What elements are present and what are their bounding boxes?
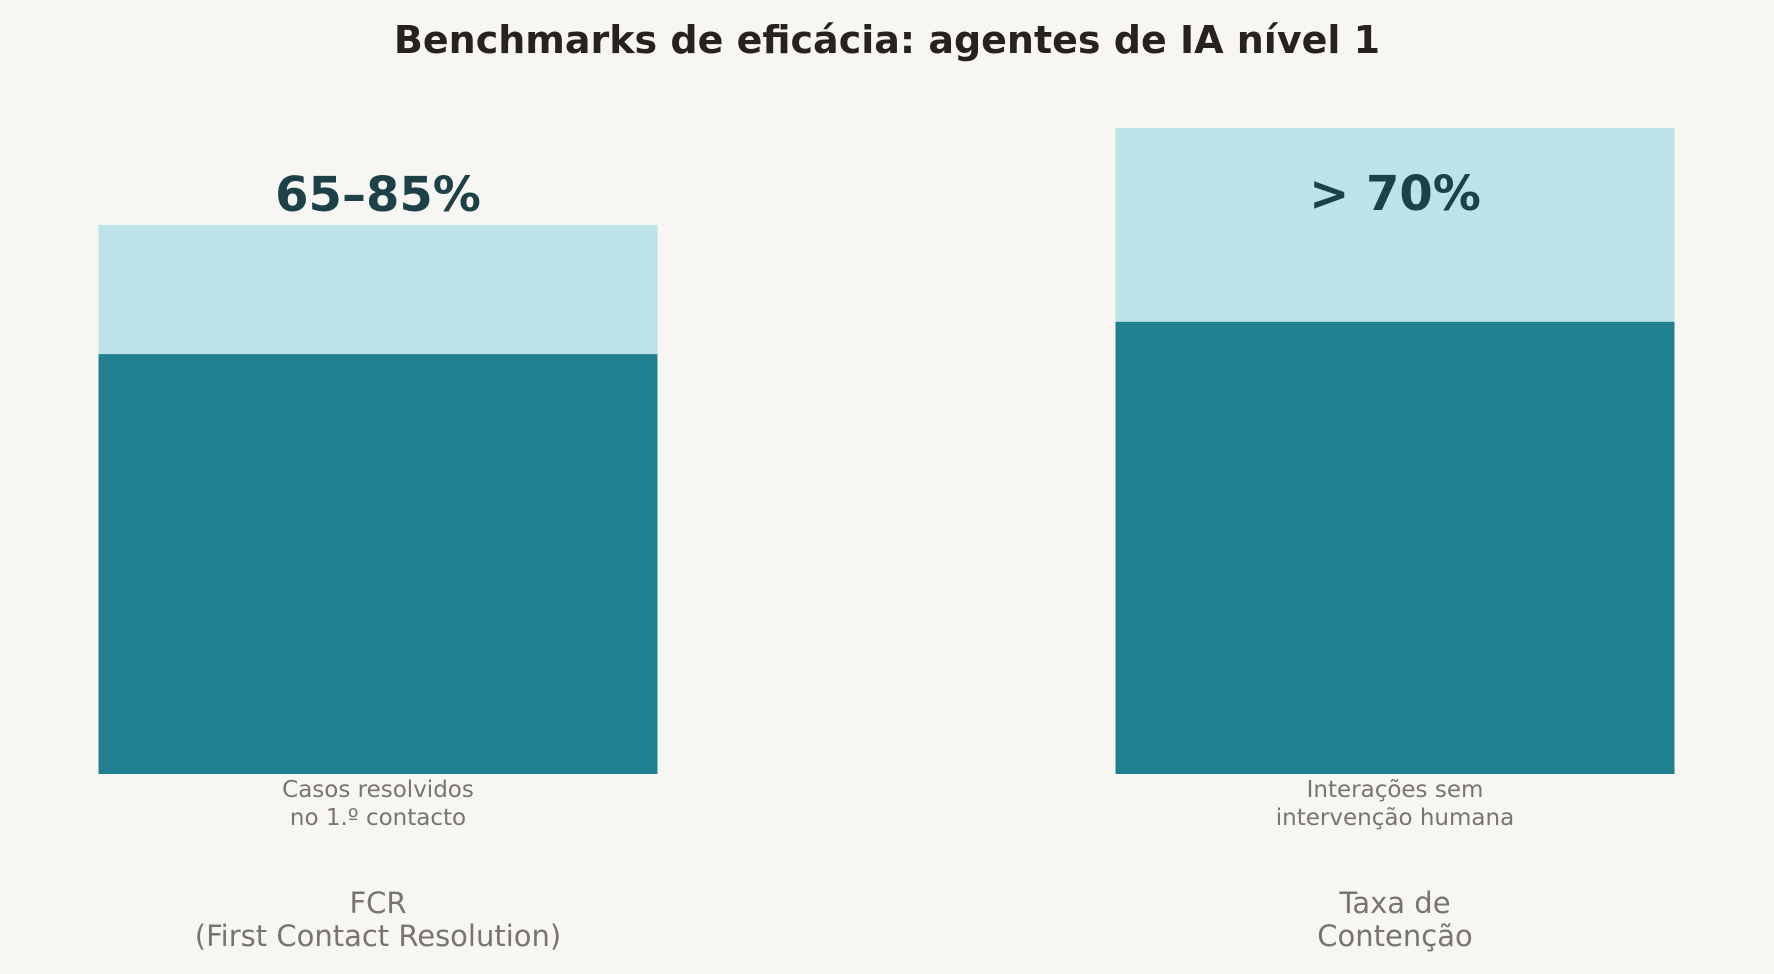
bar-range-1 [1115, 128, 1675, 322]
bar-base-0 [98, 354, 658, 774]
chart-title: Benchmarks de eficácia: agentes de IA ní… [394, 18, 1380, 62]
category-label-1-1: Contenção [1317, 919, 1472, 953]
description-label-0-0: Casos resolvidos [282, 777, 474, 803]
description-label-0-1: no 1.º contacto [290, 805, 466, 831]
bar-base-1 [1115, 321, 1675, 774]
category-label-1-0: Taxa de [1338, 886, 1450, 920]
description-label-1-1: intervenção humana [1276, 805, 1514, 831]
value-label-0: 65–85% [275, 167, 481, 223]
bars-layer [98, 128, 1675, 774]
description-label-1-0: Interações sem [1307, 777, 1484, 803]
value-label-1: > 70% [1309, 166, 1481, 222]
category-label-0-1: (First Contact Resolution) [195, 919, 561, 953]
bar-range-0 [98, 224, 658, 355]
category-label-0-0: FCR [349, 886, 406, 920]
